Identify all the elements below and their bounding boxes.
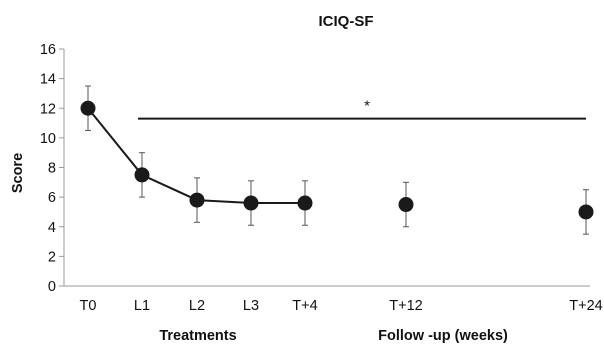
y-tick-label: 10 — [40, 131, 56, 147]
x-group-label-follow-up: Follow -up (weeks) — [378, 328, 508, 344]
x-tick-label: L2 — [189, 298, 205, 314]
x-tick-label: T+4 — [292, 298, 317, 314]
y-tick-label: 0 — [48, 279, 56, 295]
y-tick-label: 4 — [48, 220, 56, 236]
x-tick-label: L3 — [243, 298, 259, 314]
y-axis: 0 2 4 6 8 10 12 14 16 — [40, 42, 65, 295]
y-tick-label: 12 — [40, 101, 56, 117]
x-group-label-treatments: Treatments — [159, 328, 236, 344]
x-axis: T0 L1 L2 L3 T+4 T+12 T+24 Treatments Follow -up … — [64, 285, 603, 344]
chart-title: ICIQ-SF — [319, 13, 374, 30]
data-point — [189, 192, 205, 208]
x-tick-label: L1 — [134, 298, 150, 314]
x-tick-label: T+12 — [389, 298, 422, 314]
significance-annotation: * — [138, 98, 586, 120]
significance-star: * — [364, 98, 370, 115]
y-tick-label: 14 — [40, 72, 56, 88]
data-point — [134, 167, 150, 183]
x-tick-label: T0 — [80, 298, 97, 314]
data-point — [398, 197, 414, 213]
y-tick-label: 16 — [40, 42, 56, 58]
data-point — [80, 100, 96, 116]
y-axis-title: Score — [10, 153, 26, 193]
data-series — [80, 85, 594, 235]
data-point — [578, 204, 594, 220]
y-tick-label: 6 — [48, 190, 56, 206]
y-tick-label: 2 — [48, 249, 56, 265]
data-point — [243, 195, 259, 211]
data-point — [297, 195, 313, 211]
y-tick-label: 8 — [48, 161, 56, 177]
x-tick-label: T+24 — [569, 298, 602, 314]
